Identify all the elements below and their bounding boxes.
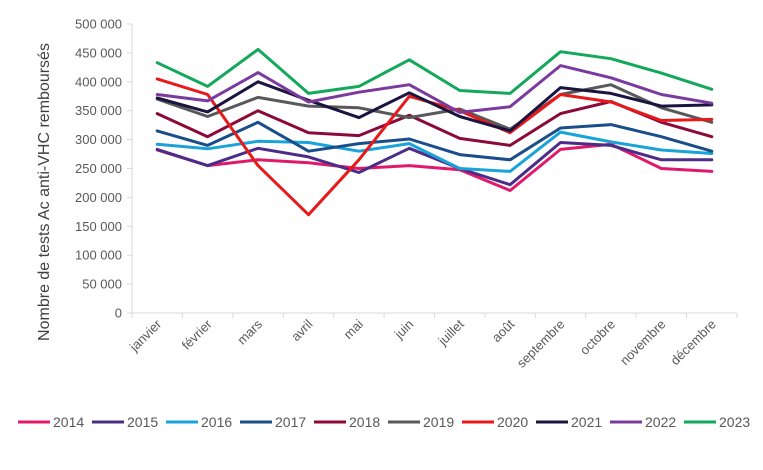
series-line-2022 <box>155 64 714 114</box>
y-tick-label: 100 000 <box>75 248 122 263</box>
y-tick-label: 350 000 <box>75 103 122 118</box>
x-tick-label: février <box>179 316 216 353</box>
series-line-2021 <box>155 80 714 133</box>
legend-label: 2016 <box>201 414 232 430</box>
legend-label: 2014 <box>53 414 84 430</box>
x-tick-label: mai <box>341 316 366 341</box>
x-tick-label: janvier <box>126 316 165 355</box>
legend-label: 2017 <box>275 414 306 430</box>
y-tick-label: 450 000 <box>75 45 122 60</box>
legend-item-2023: 2023 <box>684 414 750 430</box>
legend-item-2021: 2021 <box>536 414 602 430</box>
series-lines <box>155 47 714 217</box>
y-axis-ticks: 0 50 000 100 000 150 000 200 000 250 000 300 0… <box>75 17 132 321</box>
y-tick-label: 500 000 <box>75 17 122 32</box>
legend-label: 2015 <box>127 414 158 430</box>
y-tick-label: 300 000 <box>75 132 122 147</box>
x-tick-label: octobre <box>577 317 618 358</box>
x-axis-ticks: janvier février mars avril mai juin juillet aoû… <box>126 313 738 371</box>
series-line-2023 <box>155 47 714 95</box>
legend-item-2020: 2020 <box>462 414 528 430</box>
legend-item-2018: 2018 <box>314 414 380 430</box>
legend-item-2014: 2014 <box>18 414 84 430</box>
x-tick-label: août <box>489 316 518 345</box>
x-tick-label: mars <box>234 316 265 347</box>
y-tick-label: 0 <box>115 306 122 321</box>
legend-label: 2023 <box>719 414 750 430</box>
x-tick-label: juillet <box>435 316 468 349</box>
y-tick-label: 400 000 <box>75 74 122 89</box>
legend-item-2015: 2015 <box>92 414 158 430</box>
legend-item-2016: 2016 <box>166 414 232 430</box>
y-tick-label: 150 000 <box>75 219 122 234</box>
legend-label: 2022 <box>645 414 676 430</box>
legend-item-2017: 2017 <box>240 414 306 430</box>
series-line-2019 <box>155 83 714 131</box>
x-tick-label: novembre <box>617 317 668 368</box>
legend-label: 2019 <box>423 414 454 430</box>
y-axis-title-group: Nombre de tests Ac anti-VHC remboursés <box>36 43 53 341</box>
legend-label: 2018 <box>349 414 380 430</box>
legend-item-2022: 2022 <box>610 414 676 430</box>
series-line-2015 <box>155 141 714 187</box>
y-tick-label: 200 000 <box>75 190 122 205</box>
x-tick-label: avril <box>288 316 316 344</box>
y-tick-label: 50 000 <box>82 277 122 292</box>
x-tick-label: septembre <box>514 317 568 371</box>
y-tick-label: 250 000 <box>75 161 122 176</box>
legend: 2014 2015 2016 2017 2018 2019 2020 2021 2022 2023 <box>18 414 750 430</box>
legend-label: 2021 <box>571 414 602 430</box>
series-line-2017 <box>155 120 714 162</box>
x-tick-label: décembre <box>667 317 718 368</box>
x-tick-label: juin <box>391 317 417 343</box>
y-axis-title: Nombre de tests Ac anti-VHC remboursés <box>36 43 53 341</box>
legend-label: 2020 <box>497 414 528 430</box>
legend-item-2019: 2019 <box>388 414 454 430</box>
series-line-2016 <box>155 130 714 173</box>
